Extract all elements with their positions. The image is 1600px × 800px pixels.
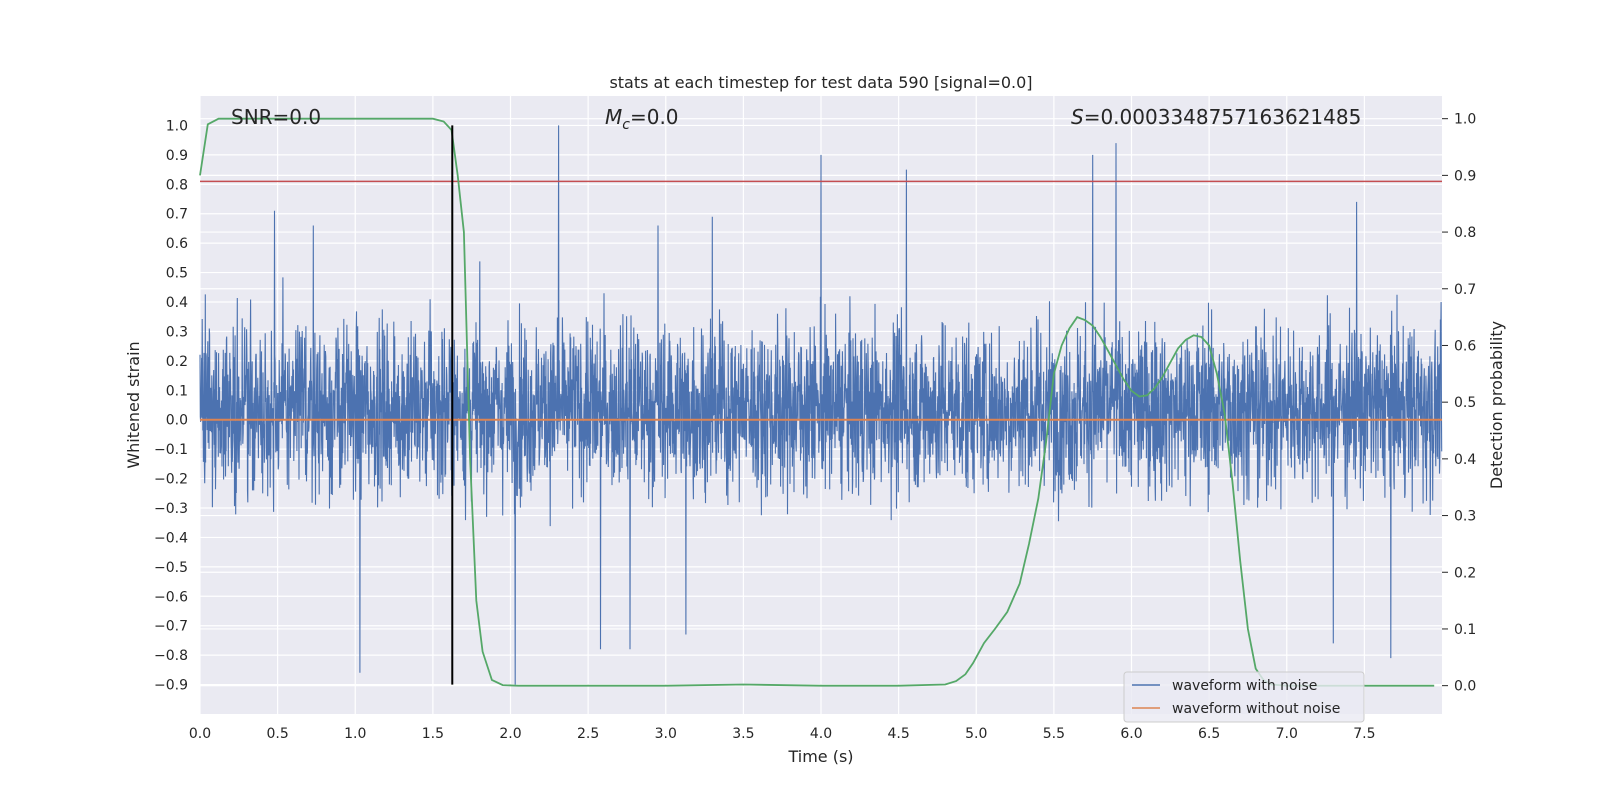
left-y-tick-label: 0.5 — [166, 266, 188, 282]
right-y-axis-ticks: 1.0 0.9 0.8 0.7 0.6 0.5 0.4 0.3 0.2 0.1 0.0 — [1442, 112, 1476, 695]
left-y-tick-label: −0.5 — [154, 560, 188, 576]
right-y-tick-label: 0.2 — [1454, 565, 1476, 581]
series-lines — [199, 117, 1442, 687]
right-y-tick-label: 0.9 — [1454, 168, 1476, 184]
right-y-tick-label: 0.6 — [1454, 338, 1476, 354]
left-y-tick-label: 0.7 — [166, 207, 188, 223]
x-axis-ticks: 0.0 0.5 1.0 1.5 2.0 2.5 3.0 3.5 4.0 4.5 5.0 5.5 6.0 6… — [189, 726, 1376, 742]
legend-label-clean: waveform without noise — [1172, 701, 1340, 717]
x-tick-label: 0.0 — [189, 726, 211, 742]
left-y-tick-label: 1.0 — [166, 118, 188, 134]
left-y-tick-label: 0.8 — [166, 177, 188, 193]
left-y-tick-label: −0.3 — [154, 501, 188, 517]
x-axis-label: Time (s) — [787, 747, 853, 766]
x-tick-label: 1.5 — [422, 726, 444, 742]
left-y-tick-label: −0.7 — [154, 619, 188, 635]
left-y-tick-label: 0.3 — [166, 324, 188, 340]
right-y-tick-label: 1.0 — [1454, 112, 1476, 128]
s-symbol: S — [1071, 105, 1084, 129]
mc-annotation: Mc=0.0 — [605, 105, 679, 133]
legend: waveform with noise waveform without noi… — [1123, 671, 1365, 723]
right-y-axis-label: Detection probability — [1487, 321, 1506, 489]
right-y-tick-label: 0.3 — [1454, 509, 1476, 525]
right-y-tick-label: 0.4 — [1454, 452, 1476, 468]
series-waveform-with-noise — [199, 125, 1443, 685]
x-tick-label: 2.0 — [499, 726, 521, 742]
x-tick-label: 7.5 — [1353, 726, 1375, 742]
left-y-tick-label: −0.8 — [154, 648, 188, 664]
mc-symbol: M — [605, 105, 622, 129]
right-y-tick-label: 0.1 — [1454, 622, 1476, 638]
right-y-tick-label: 0.0 — [1454, 679, 1476, 695]
left-y-axis-ticks: 1.0 0.9 0.8 0.7 0.6 0.5 0.4 0.3 0.2 0.1 0.0 −0.1 −0.… — [154, 118, 188, 693]
x-tick-label: 3.0 — [655, 726, 677, 742]
left-y-tick-label: −0.9 — [154, 678, 188, 694]
left-y-tick-label: 0.9 — [166, 148, 188, 164]
left-y-tick-label: −0.6 — [154, 589, 188, 605]
chart-title: stats at each timestep for test data 590… — [609, 73, 1032, 92]
mc-subscript: c — [622, 117, 630, 133]
left-y-tick-label: 0.6 — [166, 236, 188, 252]
left-y-axis-label: Whitened strain — [124, 341, 143, 468]
right-y-tick-label: 0.8 — [1454, 225, 1476, 241]
waveform-with-noise-line — [199, 125, 1443, 685]
s-annotation: S=0.0003348757163621485 — [1071, 105, 1361, 129]
x-tick-label: 2.5 — [577, 726, 599, 742]
left-y-tick-label: 0.0 — [166, 413, 188, 429]
left-y-tick-label: 0.1 — [166, 383, 188, 399]
detection-probability-line — [199, 117, 1435, 687]
x-tick-label: 6.5 — [1198, 726, 1220, 742]
x-tick-label: 4.5 — [887, 726, 909, 742]
x-tick-label: 3.5 — [732, 726, 754, 742]
left-y-tick-label: −0.1 — [154, 442, 188, 458]
legend-box — [1123, 671, 1365, 723]
right-y-tick-label: 0.7 — [1454, 282, 1476, 298]
snr-annotation: SNR=0.0 — [231, 105, 321, 129]
s-value: =0.0003348757163621485 — [1084, 105, 1362, 129]
left-y-tick-label: −0.4 — [154, 530, 188, 546]
x-tick-label: 7.0 — [1276, 726, 1298, 742]
legend-label-noise: waveform with noise — [1172, 678, 1317, 694]
left-y-tick-label: 0.2 — [166, 354, 188, 370]
x-tick-label: 5.5 — [1043, 726, 1065, 742]
x-tick-label: 5.0 — [965, 726, 987, 742]
right-y-tick-label: 0.5 — [1454, 395, 1476, 411]
x-tick-label: 1.0 — [344, 726, 366, 742]
left-y-tick-label: 0.4 — [166, 295, 188, 311]
x-tick-label: 0.5 — [266, 726, 288, 742]
x-tick-label: 6.0 — [1120, 726, 1142, 742]
x-tick-label: 4.0 — [810, 726, 832, 742]
left-y-tick-label: −0.2 — [154, 472, 188, 488]
mc-value: =0.0 — [630, 105, 679, 129]
